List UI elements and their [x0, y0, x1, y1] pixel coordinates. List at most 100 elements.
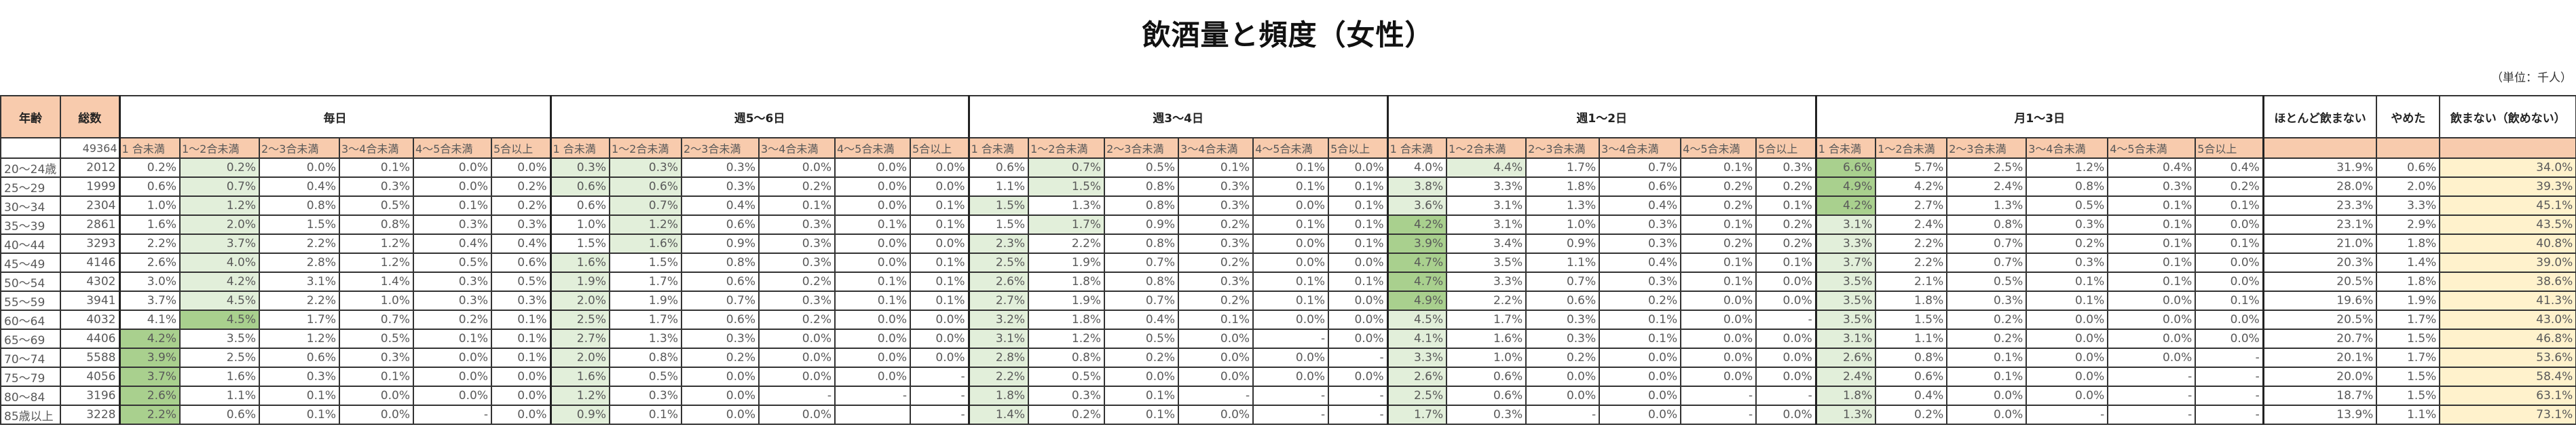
- value-cell: 0.0%: [2107, 329, 2197, 349]
- value-cell: 2.6%: [1814, 348, 1877, 368]
- value-cell: 0.8%: [681, 253, 760, 273]
- sub-header: 5合以上: [1755, 137, 1817, 159]
- value-cell: 1.7%: [1446, 310, 1527, 330]
- value-cell: 0.3%: [339, 348, 414, 368]
- value-cell: 0.1%: [413, 329, 492, 349]
- value-cell: 1.0%: [339, 291, 414, 311]
- value-cell: 19.6%: [2262, 291, 2378, 311]
- value-cell: -: [2195, 386, 2264, 406]
- value-cell: 0.0%: [339, 405, 414, 425]
- value-cell: 0.8%: [339, 214, 414, 235]
- sub-header: 1 合未満: [118, 137, 181, 159]
- value-cell: 0.0%: [834, 348, 911, 368]
- table-row: 55～59 3941 3.7% 4.5% 2.2% 1.0% 0.3% 0.3% 2.0% 1.9…: [0, 291, 2576, 311]
- value-cell: 1.7%: [1525, 157, 1601, 178]
- value-cell: 2.7%: [967, 291, 1030, 311]
- total-cell: 5588: [60, 348, 120, 368]
- value-cell: 0.3%: [681, 329, 760, 349]
- value-cell: 3.1%: [1814, 329, 1877, 349]
- value-cell: 0.3%: [1599, 234, 1682, 254]
- value-cell: 0.0%: [1178, 405, 1254, 425]
- value-cell: 0.1%: [1599, 310, 1682, 330]
- value-cell: -: [1755, 310, 1817, 330]
- value-cell: 0.1%: [491, 329, 551, 349]
- age-cell: 25～29: [0, 176, 61, 197]
- value-cell: 1.7%: [2376, 310, 2441, 330]
- value-cell: 2.8%: [967, 348, 1030, 368]
- value-cell: 1.7%: [259, 310, 340, 330]
- value-cell: 2.2%: [118, 405, 181, 425]
- value-cell: 0.6%: [259, 348, 340, 368]
- value-cell: 0.6%: [609, 176, 682, 197]
- sub-header: 2～3合未満: [1946, 137, 2028, 159]
- value-cell: 0.2%: [413, 310, 492, 330]
- value-cell: 0.6%: [681, 272, 760, 292]
- value-cell: 0.1%: [1680, 214, 1757, 235]
- value-cell: -: [1252, 386, 1330, 406]
- value-cell: 1.3%: [1028, 195, 1106, 216]
- value-cell: 0.1%: [339, 367, 414, 387]
- value-cell: 1.6%: [549, 253, 610, 273]
- sub-header: 3～4合未満: [2026, 137, 2109, 159]
- grand-total: 49364: [60, 137, 120, 159]
- value-cell: 0.2%: [1755, 214, 1817, 235]
- value-cell: 1.5%: [2376, 367, 2441, 387]
- value-cell: 0.3%: [609, 157, 682, 178]
- value-cell: 2.5%: [179, 348, 260, 368]
- value-cell: -: [1328, 386, 1389, 406]
- total-cell: 3941: [60, 291, 120, 311]
- value-cell: 0.7%: [609, 195, 682, 216]
- value-cell: 3.5%: [1814, 291, 1877, 311]
- value-cell: 0.0%: [1680, 291, 1757, 311]
- value-cell: 0.0%: [834, 157, 911, 178]
- value-cell: 1.7%: [1386, 405, 1448, 425]
- value-cell: 0.8%: [2026, 176, 2109, 197]
- value-cell: 2.5%: [1946, 157, 2028, 178]
- value-cell: 0.0%: [909, 157, 970, 178]
- sub-header: 2～3合未満: [681, 137, 760, 159]
- value-cell: 2.2%: [259, 291, 340, 311]
- value-cell: 0.0%: [1599, 348, 1682, 368]
- sub-header: 2～3合未満: [259, 137, 340, 159]
- value-cell: 20.5%: [2262, 272, 2378, 292]
- value-cell: 0.0%: [1328, 367, 1389, 387]
- age-cell: 80～84: [0, 386, 61, 406]
- total-cell: 2012: [60, 157, 120, 178]
- value-cell: 0.0%: [1252, 367, 1330, 387]
- sub-header-row: 49364 1 合未満 1～2合未満 2～3合未満 3～4合未満 4～5合未満 5合以上 1…: [0, 137, 2576, 159]
- value-cell: 0.2%: [1875, 405, 1948, 425]
- value-cell: 1.5%: [549, 234, 610, 254]
- value-cell: 21.0%: [2262, 234, 2378, 254]
- value-cell: 0.2%: [1028, 405, 1106, 425]
- value-cell: 0.0%: [1328, 329, 1389, 349]
- value-cell: 0.1%: [2026, 291, 2109, 311]
- table-row: 30～34 2304 1.0% 1.2% 0.8% 0.5% 0.1% 0.2% 0.6% 0.7…: [0, 195, 2576, 216]
- value-cell: 0.0%: [681, 405, 760, 425]
- value-cell: 5.7%: [1875, 157, 1948, 178]
- page-title: 飲酒量と頻度（女性）: [1142, 18, 1434, 52]
- extra-sub-header: [2376, 137, 2441, 159]
- table-row: 85歳以上 3228 2.2% 0.6% 0.1% 0.0% -0.0% 0.9% 0.1% 0.…: [0, 405, 2576, 425]
- value-cell: 0.2%: [1680, 195, 1757, 216]
- value-cell: 0.6%: [1599, 176, 1682, 197]
- value-cell: 0.8%: [1875, 348, 1948, 368]
- value-cell: 0.1%: [2195, 195, 2264, 216]
- value-cell: 3.7%: [118, 291, 181, 311]
- value-cell: 1.5%: [2376, 329, 2441, 349]
- value-cell: 0.5%: [1104, 329, 1180, 349]
- value-cell: 3.7%: [179, 234, 260, 254]
- value-cell: 0.0%: [1328, 310, 1389, 330]
- value-cell: 0.5%: [1104, 157, 1180, 178]
- value-cell: 1.9%: [1028, 291, 1106, 311]
- value-cell: 0.2%: [1946, 329, 2028, 349]
- age-cell: 30～34: [0, 195, 61, 216]
- sub-header: 4～5合未満: [1680, 137, 1757, 159]
- value-cell: 0.0%: [2107, 310, 2197, 330]
- sub-header: 1～2合未満: [179, 137, 260, 159]
- value-cell: -: [1178, 386, 1254, 406]
- value-cell: 0.0%: [834, 310, 911, 330]
- value-cell: 0.6%: [1446, 386, 1527, 406]
- value-cell: 0.9%: [549, 405, 610, 425]
- value-cell: 31.9%: [2262, 157, 2378, 178]
- total-header: 総数: [60, 95, 120, 138]
